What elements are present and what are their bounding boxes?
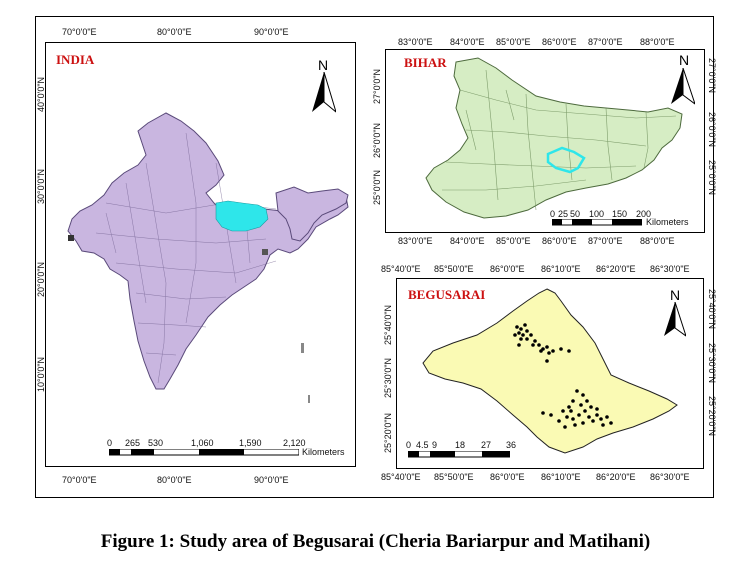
begusarai-bottom-lon-label: 85°40'0"E [381, 472, 421, 482]
begusarai-bottom-lon-label: 86°10'0"E [541, 472, 581, 482]
bihar-scale-tick: 150 [612, 209, 628, 219]
bihar-lat-label-left: 25°0'0"N [372, 169, 382, 205]
begusarai-map-title: BEGUSARAI [408, 287, 486, 302]
begusarai-highlight [546, 146, 586, 174]
bihar-lat-label-left: 26°0'0"N [372, 122, 382, 158]
bihar-lat-label-left: 27°0'0"N [372, 68, 382, 104]
begusarai-top-lon-label: 86°30'0"E [650, 264, 690, 274]
india-top-lon-label: 90°0'0"E [254, 27, 289, 37]
bihar-bottom-lon-label: 83°0'0"E [398, 236, 433, 246]
bihar-scale-unit: Kilometers [646, 217, 689, 227]
bihar-top-lon-label: 86°0'0"E [542, 37, 577, 47]
india-lat-label: 10°0'0"N [36, 356, 46, 392]
bihar-scale-bar [552, 219, 642, 226]
india-bottom-lon-label: 80°0'0"E [157, 475, 192, 485]
bihar-scale-tick: 100 [589, 209, 605, 219]
begusarai-scale-tick: 0 [406, 440, 412, 450]
north-arrow-icon [664, 302, 686, 337]
begusarai-top-lon-label: 85°50'0"E [434, 264, 474, 274]
india-bottom-lon-label: 70°0'0"E [62, 475, 97, 485]
bihar-bottom-lon-label: 85°0'0"E [496, 236, 531, 246]
begusarai-map [422, 288, 678, 454]
figure-caption: Figure 1: Study area of Begusarai (Cheri… [100, 531, 651, 552]
begusarai-lat-label-right: 25°30'0"N [707, 343, 717, 384]
bihar-scale-tick: 25 [558, 209, 569, 219]
india-scale-tick: 0 [107, 438, 113, 448]
begusarai-top-lon-label: 86°0'0"E [490, 264, 525, 274]
begusarai-bottom-lon-label: 86°0'0"E [490, 472, 525, 482]
bihar-bottom-lon-label: 88°0'0"E [640, 236, 675, 246]
northeast-outline [275, 186, 349, 242]
india-outline [67, 112, 349, 390]
bihar-top-lon-label: 88°0'0"E [640, 37, 675, 47]
india-map-title: INDIA [56, 52, 95, 67]
north-arrow-icon [671, 68, 695, 105]
india-bottom-lon-label: 90°0'0"E [254, 475, 289, 485]
begusarai-top-lon-label: 86°10'0"E [541, 264, 581, 274]
bihar-lat-label-right: 25°0'0"N [707, 160, 717, 196]
begusarai-scale-tick: 9 [432, 440, 438, 450]
begusarai-lat-label-left: 25°30'0"N [383, 357, 393, 398]
india-scale-tick: 530 [148, 438, 164, 448]
bihar-highlight [215, 200, 269, 232]
bihar-scale-tick: 200 [636, 209, 652, 219]
india-top-lon-label: 70°0'0"E [62, 27, 97, 37]
bihar-top-lon-label: 84°0'0"E [450, 37, 485, 47]
india-lat-label: 30°0'0"N [36, 168, 46, 204]
india-top-lon-label: 80°0'0"E [157, 27, 192, 37]
begusarai-lat-label-left: 25°40'0"N [383, 304, 393, 345]
begusarai-scale-tick: 18 [455, 440, 466, 450]
bihar-top-lon-label: 87°0'0"E [588, 37, 623, 47]
bihar-lat-label-right: 27°0'0"N [707, 58, 717, 94]
begusarai-bottom-lon-label: 86°20'0"E [596, 472, 636, 482]
india-scale-tick: 265 [125, 438, 141, 448]
india-lat-label: 40°0'0"N [36, 76, 46, 112]
begusarai-scale-tick: 4.5 [416, 440, 429, 450]
bihar-bottom-lon-label: 87°0'0"E [588, 236, 623, 246]
bihar-scale-tick: 50 [570, 209, 581, 219]
begusarai-scale-tick: 27 [481, 440, 492, 450]
bihar-top-lon-label: 85°0'0"E [496, 37, 531, 47]
begusarai-north-label: N [670, 287, 681, 303]
bihar-bottom-lon-label: 84°0'0"E [450, 236, 485, 246]
bihar-top-lon-label: 83°0'0"E [398, 37, 433, 47]
bihar-scale-tick: 0 [550, 209, 556, 219]
india-scale-tick: 2,120 [283, 438, 306, 448]
bihar-north-label: N [679, 52, 690, 68]
india-scale-unit: Kilometers [302, 447, 345, 457]
india-scale-bar [109, 449, 299, 456]
india-north-label: N [318, 57, 329, 73]
india-map [67, 112, 349, 403]
bihar-lat-label-right: 26°0'0"N [707, 112, 717, 148]
bihar-map [425, 57, 683, 219]
begusarai-bottom-lon-label: 85°50'0"E [434, 472, 474, 482]
bihar-bottom-lon-label: 86°0'0"E [542, 236, 577, 246]
north-arrow-icon [312, 72, 336, 113]
begusarai-lat-label-right: 25°20'0"N [707, 396, 717, 437]
india-scale-tick: 1,060 [191, 438, 214, 448]
begusarai-scale-tick: 36 [506, 440, 517, 450]
begusarai-outline [422, 288, 678, 454]
india-scale-tick: 1,590 [239, 438, 262, 448]
begusarai-top-lon-label: 85°40'0"E [381, 264, 421, 274]
bihar-outline [425, 57, 683, 219]
begusarai-lat-label-right: 25°40'0"N [707, 289, 717, 330]
bihar-map-title: BIHAR [404, 55, 447, 70]
begusarai-top-lon-label: 86°20'0"E [596, 264, 636, 274]
india-lat-label: 20°0'0"N [36, 261, 46, 297]
begusarai-lat-label-left: 25°20'0"N [383, 412, 393, 453]
begusarai-scale-bar [408, 451, 510, 458]
begusarai-bottom-lon-label: 86°30'0"E [650, 472, 690, 482]
